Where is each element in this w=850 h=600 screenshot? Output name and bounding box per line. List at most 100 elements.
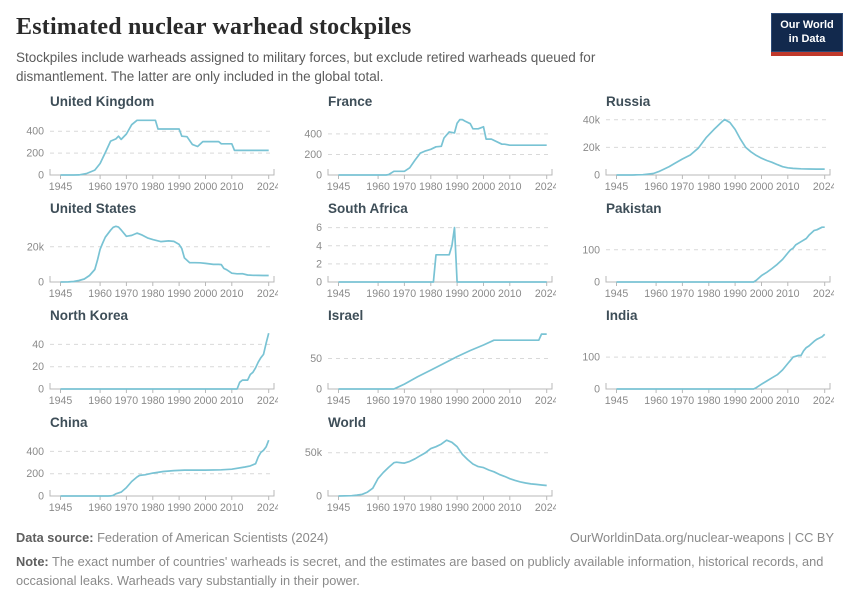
x-tick-label: 1990 — [723, 288, 747, 300]
panel-title: Russia — [606, 94, 651, 110]
x-tick-label: 1960 — [366, 395, 390, 407]
x-tick-label: 2024 — [813, 181, 834, 193]
y-tick-label: 200 — [304, 149, 322, 161]
x-tick-label: 1970 — [393, 502, 417, 514]
line-series — [616, 118, 825, 177]
chart-panel-north-korea: North Korea 0 20 40 1945 1960 1970 1980 1990 200… — [16, 307, 294, 411]
chart-canvas: 0 100 1945 1960 1970 1980 1990 2000 2010 2024 — [572, 325, 850, 416]
x-axis-line — [327, 490, 553, 497]
x-tick-label: 2010 — [776, 395, 800, 407]
x-tick-label: 2000 — [472, 181, 496, 193]
x-tick-label: 2000 — [194, 288, 218, 300]
y-tick-label: 2 — [316, 259, 322, 271]
y-tick-label: 400 — [26, 126, 44, 138]
x-axis-line — [605, 169, 831, 176]
note-label: Note: — [16, 553, 49, 569]
y-tick-label: 0 — [38, 170, 44, 182]
y-tick-label: 40 — [32, 339, 44, 351]
y-tick-label: 0 — [316, 384, 322, 396]
x-tick-label: 1960 — [88, 502, 112, 514]
footer-note: Note: The exact number of countries' war… — [16, 552, 834, 590]
panel-title: United States — [50, 201, 137, 217]
x-tick-label: 1980 — [697, 181, 721, 193]
x-tick-label: 1960 — [644, 288, 668, 300]
chart-canvas: 0 20k 40k 1945 1960 1970 1980 1990 2000 2010 2024 — [572, 111, 850, 202]
footer-source-row: Data source: Federation of American Scie… — [16, 528, 834, 547]
y-tick-label: 50 — [310, 353, 322, 365]
x-tick-label: 2024 — [535, 181, 556, 193]
x-tick-label: 1990 — [723, 181, 747, 193]
x-tick-label: 1945 — [605, 181, 629, 193]
footer: Data source: Federation of American Scie… — [0, 518, 850, 590]
x-tick-label: 1980 — [419, 502, 443, 514]
x-axis-line — [327, 169, 553, 176]
x-tick-label: 1990 — [167, 288, 191, 300]
panel-title: India — [606, 308, 638, 324]
panel-title: China — [50, 415, 88, 431]
chart-panel-pakistan: Pakistan 0 100 1945 1960 1970 1980 1990 2000 201… — [572, 200, 850, 304]
x-tick-label: 2000 — [472, 395, 496, 407]
y-tick-label: 100 — [582, 352, 600, 364]
x-tick-label: 1990 — [167, 502, 191, 514]
line-series — [60, 440, 270, 498]
x-tick-label: 1970 — [115, 288, 139, 300]
x-tick-label: 1980 — [419, 181, 443, 193]
y-tick-label: 50k — [305, 448, 323, 460]
x-tick-label: 2024 — [535, 395, 556, 407]
y-tick-label: 400 — [26, 446, 44, 458]
data-source-label: Data source: — [16, 530, 94, 546]
chart-panel-united-kingdom: United Kingdom 0 200 400 1945 1960 1970 1980 19… — [16, 93, 294, 197]
chart-panel-south-africa: South Africa 0 2 4 6 1945 1960 1970 1980 1990 200… — [294, 200, 572, 304]
x-tick-label: 2010 — [776, 181, 800, 193]
x-tick-label: 1980 — [697, 395, 721, 407]
chart-canvas: 0 2 4 6 1945 1960 1970 1980 1990 2000 2010 2024 — [294, 218, 572, 309]
panel-title: South Africa — [328, 201, 408, 217]
x-tick-label: 1980 — [141, 181, 165, 193]
x-tick-label: 1960 — [366, 288, 390, 300]
panel-title: Pakistan — [606, 201, 662, 217]
x-tick-label: 2000 — [194, 395, 218, 407]
x-axis-line — [327, 383, 553, 390]
x-tick-label: 1945 — [605, 288, 629, 300]
owid-logo: Our World in Data — [771, 13, 843, 56]
x-tick-label: 1945 — [327, 288, 351, 300]
x-tick-label: 2010 — [776, 288, 800, 300]
y-tick-label: 0 — [316, 491, 322, 503]
line-series — [60, 225, 269, 284]
x-tick-label: 2024 — [813, 288, 834, 300]
y-tick-label: 4 — [316, 241, 322, 253]
chart-grid: United Kingdom 0 200 400 1945 1960 1970 1980 19… — [0, 93, 850, 518]
x-tick-label: 1970 — [393, 181, 417, 193]
x-tick-label: 1960 — [644, 181, 668, 193]
x-tick-label: 1970 — [671, 181, 695, 193]
y-tick-label: 0 — [316, 277, 322, 289]
x-tick-label: 1990 — [445, 181, 469, 193]
x-tick-label: 2000 — [750, 395, 774, 407]
chart-panel-russia: Russia 0 20k 40k 1945 1960 1970 1980 1990 2000 20… — [572, 93, 850, 197]
x-tick-label: 2010 — [220, 395, 244, 407]
owid-logo-line1: Our World — [780, 19, 834, 31]
x-tick-label: 2010 — [220, 288, 244, 300]
chart-canvas: 0 50 1945 1960 1970 1980 1990 2000 2010 2024 — [294, 325, 572, 416]
x-tick-label: 1970 — [115, 502, 139, 514]
x-tick-label: 1990 — [445, 288, 469, 300]
x-tick-label: 1970 — [115, 181, 139, 193]
header: Estimated nuclear warhead stockpiles Sto… — [0, 0, 850, 86]
x-tick-label: 1970 — [393, 288, 417, 300]
note-text: The exact number of countries' warheads … — [16, 553, 824, 588]
x-tick-label: 2010 — [220, 181, 244, 193]
x-tick-label: 2024 — [535, 288, 556, 300]
line-series — [60, 333, 270, 391]
chart-canvas: 0 200 400 1945 1960 1970 1980 1990 2000 2010 2024 — [294, 111, 572, 202]
x-tick-label: 1945 — [49, 288, 73, 300]
x-tick-label: 1945 — [605, 395, 629, 407]
x-tick-label: 1980 — [697, 288, 721, 300]
x-axis-line — [327, 276, 553, 283]
x-tick-label: 1945 — [49, 395, 73, 407]
x-tick-label: 2000 — [194, 502, 218, 514]
x-tick-label: 2010 — [498, 181, 522, 193]
data-source-value: Federation of American Scientists (2024) — [93, 530, 329, 546]
y-tick-label: 20k — [583, 142, 601, 154]
credit-link[interactable]: OurWorldinData.org/nuclear-weapons | CC … — [569, 530, 834, 546]
data-source: Data source: Federation of American Scie… — [16, 528, 328, 547]
